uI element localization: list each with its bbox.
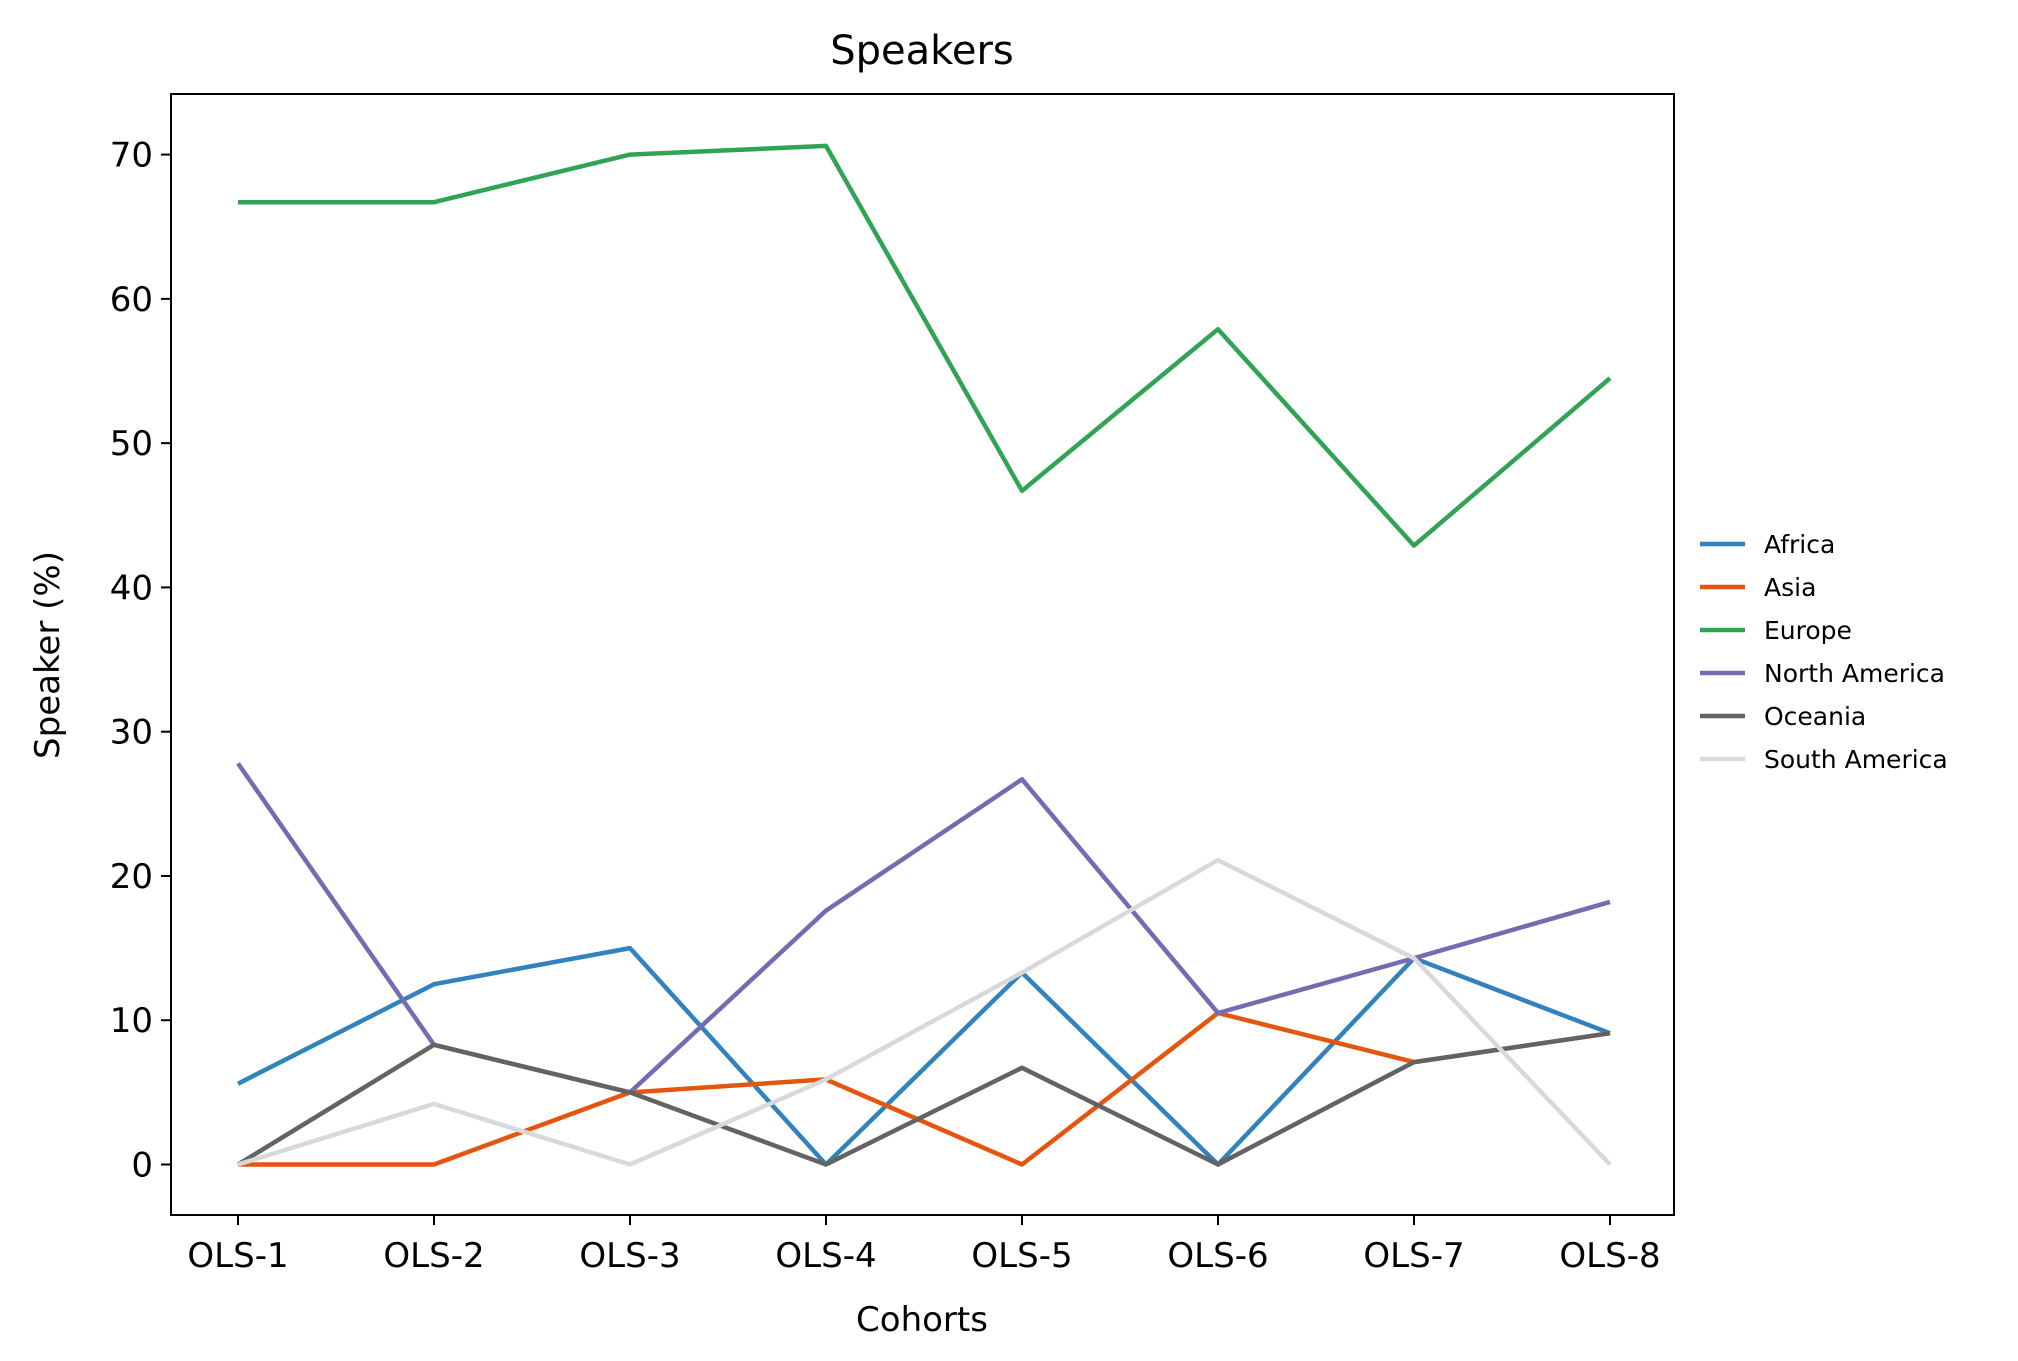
legend-label: Oceania — [1764, 702, 1866, 731]
y-tick-label: 0 — [131, 1146, 153, 1186]
y-axis-title: Speaker (%) — [28, 551, 68, 759]
series-line-south-america — [237, 857, 1612, 1167]
x-tick-label: OLS-7 — [1363, 1236, 1464, 1276]
y-tick-label: 20 — [110, 857, 153, 897]
series-line-europe — [238, 143, 1612, 548]
x-tick-label: OLS-4 — [775, 1236, 876, 1276]
chart-title: Speakers — [830, 28, 1014, 74]
legend-label: Europe — [1764, 616, 1852, 645]
x-tick-label: OLS-8 — [1559, 1236, 1660, 1276]
x-tick-label: OLS-5 — [971, 1236, 1072, 1276]
x-tick-label: OLS-2 — [383, 1236, 484, 1276]
legend-label: Asia — [1764, 573, 1816, 602]
plot-frame — [170, 93, 1675, 1216]
x-tick-label: OLS-1 — [187, 1236, 288, 1276]
legend-label: North America — [1764, 659, 1945, 688]
y-tick-label: 60 — [110, 280, 153, 320]
series-line-asia — [238, 1010, 1611, 1167]
legend-label: Africa — [1764, 530, 1835, 559]
y-tick-label: 70 — [110, 136, 153, 176]
x-tick-label: OLS-6 — [1167, 1236, 1268, 1276]
legend: Africa Asia Europe North America Oceania Sout… — [1700, 530, 1948, 774]
legend-label: South America — [1764, 745, 1948, 774]
y-tick-label: 10 — [110, 1001, 153, 1041]
series-layer — [236, 143, 1612, 1167]
y-tick-label: 30 — [110, 713, 153, 753]
y-tick-label: 50 — [110, 424, 153, 464]
x-axis-title: Cohorts — [856, 1300, 988, 1340]
y-tick-label: 40 — [110, 568, 153, 608]
x-tick-label: OLS-3 — [579, 1236, 680, 1276]
axes-layer: 0 10 20 30 40 50 60 70 OLS-1 OLS-2 OLS-3 OLS-4 OLS-5… — [110, 93, 1675, 1276]
series-line-oceania — [236, 1030, 1611, 1167]
series-line-africa — [236, 945, 1611, 1167]
